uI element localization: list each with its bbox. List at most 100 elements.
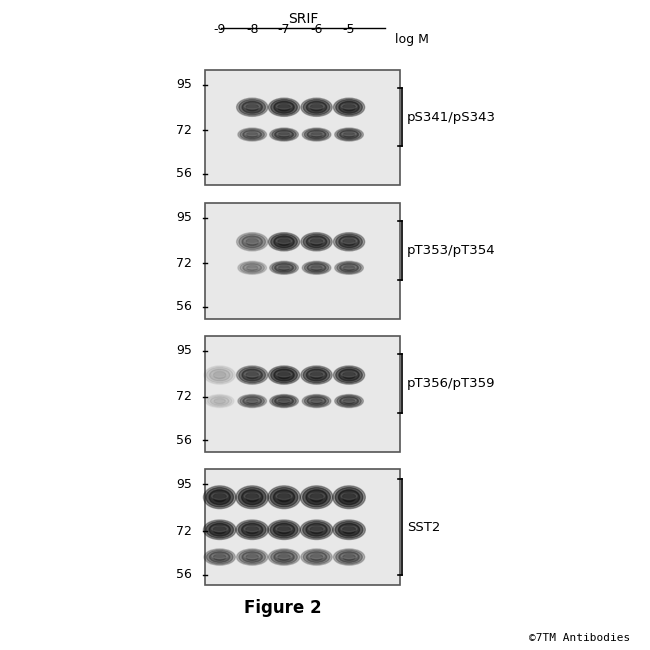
- Text: 72: 72: [176, 525, 192, 538]
- Ellipse shape: [333, 549, 365, 566]
- Ellipse shape: [246, 398, 258, 404]
- Ellipse shape: [237, 98, 268, 116]
- Ellipse shape: [239, 99, 265, 115]
- Ellipse shape: [278, 132, 290, 137]
- Ellipse shape: [341, 103, 357, 109]
- Ellipse shape: [309, 554, 324, 559]
- Ellipse shape: [307, 396, 326, 406]
- Ellipse shape: [335, 395, 363, 408]
- Ellipse shape: [306, 490, 327, 504]
- Ellipse shape: [278, 554, 291, 560]
- Ellipse shape: [270, 128, 298, 141]
- Ellipse shape: [309, 265, 324, 269]
- Ellipse shape: [301, 366, 332, 384]
- Ellipse shape: [237, 366, 268, 384]
- Ellipse shape: [309, 371, 324, 377]
- Ellipse shape: [304, 129, 329, 140]
- Text: 56: 56: [176, 434, 192, 447]
- Ellipse shape: [272, 129, 296, 140]
- Ellipse shape: [275, 264, 293, 272]
- Ellipse shape: [278, 103, 291, 111]
- Ellipse shape: [339, 490, 359, 504]
- Ellipse shape: [268, 366, 300, 384]
- Ellipse shape: [341, 493, 358, 499]
- Ellipse shape: [301, 233, 332, 251]
- Ellipse shape: [275, 130, 293, 138]
- Ellipse shape: [339, 523, 359, 536]
- Ellipse shape: [243, 130, 261, 138]
- Ellipse shape: [336, 550, 362, 564]
- Text: -9: -9: [213, 23, 226, 36]
- Ellipse shape: [268, 486, 300, 508]
- Ellipse shape: [335, 128, 363, 141]
- Ellipse shape: [242, 101, 263, 113]
- Ellipse shape: [246, 238, 259, 246]
- Ellipse shape: [341, 554, 357, 559]
- Ellipse shape: [306, 236, 327, 248]
- Ellipse shape: [304, 550, 330, 564]
- Text: Figure 2: Figure 2: [244, 599, 322, 617]
- Ellipse shape: [339, 552, 359, 562]
- Ellipse shape: [268, 520, 300, 540]
- Text: SRIF: SRIF: [288, 12, 318, 26]
- Ellipse shape: [240, 129, 265, 140]
- Ellipse shape: [304, 395, 329, 407]
- Ellipse shape: [204, 366, 235, 384]
- Ellipse shape: [311, 265, 322, 270]
- Ellipse shape: [236, 486, 268, 508]
- Ellipse shape: [270, 395, 298, 408]
- Ellipse shape: [242, 369, 263, 381]
- Ellipse shape: [239, 550, 265, 564]
- Ellipse shape: [239, 234, 265, 250]
- Ellipse shape: [246, 493, 259, 502]
- Text: log M: log M: [395, 32, 429, 46]
- Ellipse shape: [310, 371, 323, 379]
- Ellipse shape: [242, 552, 263, 562]
- Text: pS341/pS343: pS341/pS343: [407, 111, 496, 124]
- Ellipse shape: [276, 103, 292, 109]
- Text: 56: 56: [176, 167, 192, 180]
- Ellipse shape: [339, 101, 359, 113]
- Ellipse shape: [240, 395, 265, 407]
- Ellipse shape: [301, 549, 332, 566]
- Ellipse shape: [278, 398, 290, 404]
- Ellipse shape: [278, 265, 290, 270]
- Ellipse shape: [246, 526, 259, 534]
- Ellipse shape: [272, 395, 296, 407]
- Text: 95: 95: [176, 478, 192, 491]
- Ellipse shape: [246, 265, 258, 270]
- Ellipse shape: [271, 99, 297, 115]
- Ellipse shape: [244, 493, 261, 499]
- Ellipse shape: [343, 526, 356, 534]
- Text: 95: 95: [176, 211, 192, 224]
- Ellipse shape: [271, 367, 297, 383]
- Ellipse shape: [244, 371, 260, 377]
- Ellipse shape: [243, 396, 261, 406]
- Ellipse shape: [337, 263, 361, 273]
- Ellipse shape: [333, 520, 365, 540]
- Ellipse shape: [343, 132, 355, 137]
- Ellipse shape: [274, 490, 294, 504]
- Ellipse shape: [304, 234, 330, 250]
- Ellipse shape: [333, 366, 365, 384]
- Ellipse shape: [244, 554, 260, 559]
- Ellipse shape: [209, 523, 230, 536]
- Ellipse shape: [270, 521, 298, 538]
- Ellipse shape: [242, 490, 263, 504]
- Ellipse shape: [336, 234, 362, 250]
- Ellipse shape: [341, 371, 357, 377]
- FancyBboxPatch shape: [205, 70, 400, 185]
- Ellipse shape: [246, 554, 259, 560]
- Ellipse shape: [306, 552, 327, 562]
- Ellipse shape: [335, 488, 363, 507]
- Ellipse shape: [310, 238, 323, 246]
- Text: 95: 95: [176, 344, 192, 358]
- Ellipse shape: [310, 103, 323, 111]
- Ellipse shape: [308, 493, 325, 499]
- Ellipse shape: [276, 238, 292, 244]
- Ellipse shape: [212, 526, 228, 532]
- Ellipse shape: [238, 395, 266, 408]
- Ellipse shape: [278, 371, 291, 379]
- Ellipse shape: [340, 264, 358, 272]
- Ellipse shape: [342, 132, 356, 136]
